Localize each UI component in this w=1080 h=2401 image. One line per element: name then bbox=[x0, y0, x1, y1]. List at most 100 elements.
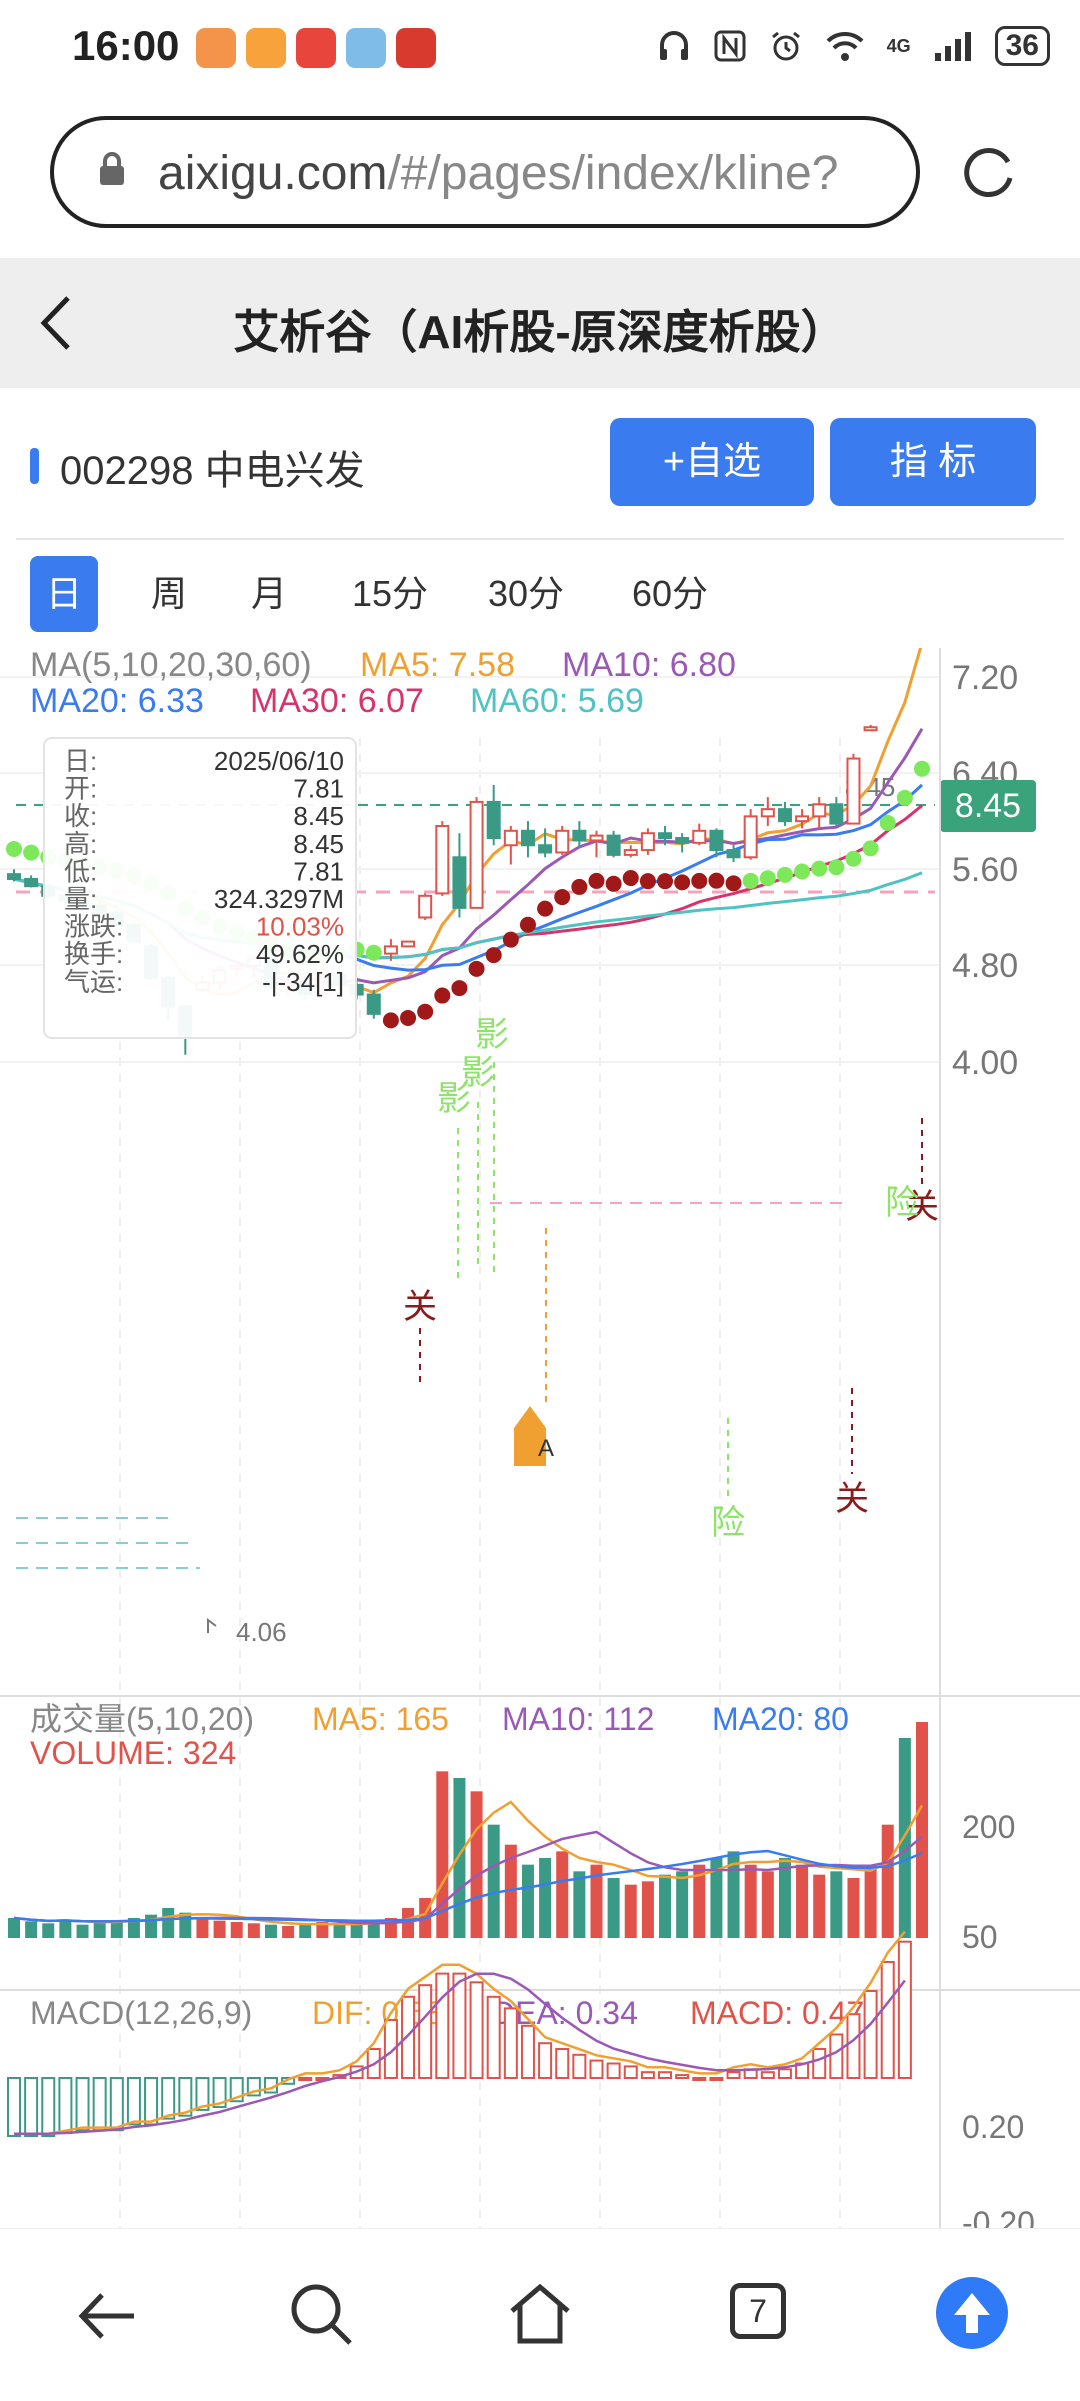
candle-body bbox=[555, 829, 570, 854]
candle-body bbox=[486, 800, 501, 840]
macd-bar bbox=[161, 2077, 176, 2120]
macd-dea-line bbox=[14, 1972, 906, 2135]
ma5-legend: MA5: 7.58 bbox=[360, 648, 515, 684]
price-tick: 7.20 bbox=[952, 659, 1018, 697]
signal-dot bbox=[742, 872, 759, 889]
headphones-icon bbox=[659, 31, 688, 60]
signal-dot bbox=[417, 1003, 434, 1020]
reload-icon[interactable] bbox=[958, 142, 1020, 204]
macd-bar bbox=[58, 2077, 73, 2135]
add-watchlist-button[interactable]: +自选 bbox=[610, 418, 814, 506]
ma30-legend: MA30: 6.07 bbox=[250, 682, 424, 720]
candle-body bbox=[760, 808, 775, 818]
tooltip-key: 日: bbox=[64, 746, 97, 776]
page-header: 艾析谷（AI析股-原深度析股） bbox=[0, 258, 1080, 388]
arrow-up-icon bbox=[954, 2293, 990, 2333]
candle-body bbox=[435, 824, 450, 895]
macd-bar bbox=[401, 1995, 416, 2080]
address-bar[interactable]: aixigu.com/#/pages/index/kline? bbox=[50, 116, 920, 228]
macd-bar bbox=[709, 2077, 724, 2081]
volume-bar bbox=[162, 1908, 175, 1938]
scroll-top-button[interactable] bbox=[936, 2277, 1008, 2349]
volume-bar bbox=[350, 1924, 363, 1938]
volume-bar bbox=[367, 1921, 380, 1938]
volume-bar bbox=[470, 1791, 483, 1938]
battery-indicator: 36 bbox=[994, 26, 1050, 66]
signal-dot bbox=[657, 873, 674, 890]
volume-bar bbox=[778, 1858, 791, 1938]
candle-body bbox=[675, 837, 690, 844]
volume-bar bbox=[624, 1884, 637, 1938]
tab-30min[interactable]: 30分 bbox=[487, 573, 565, 614]
tooltip-key: 涨跌: bbox=[64, 912, 123, 942]
signal-dot bbox=[23, 844, 40, 861]
volume-ma20-line bbox=[13, 1849, 923, 1923]
tab-15min[interactable]: 15分 bbox=[351, 573, 429, 614]
tab-month[interactable]: 月 bbox=[250, 573, 287, 614]
volume-bar bbox=[25, 1921, 38, 1938]
signal-dot bbox=[914, 760, 930, 777]
volume-bars bbox=[8, 1722, 928, 1938]
browser-nav-bar: 7 bbox=[0, 2228, 1080, 2401]
volume-bar bbox=[744, 1864, 757, 1938]
macd-bar bbox=[178, 2077, 193, 2117]
signal-dot bbox=[725, 875, 742, 892]
macd-bar bbox=[846, 2013, 861, 2079]
home-icon[interactable] bbox=[504, 2277, 576, 2349]
macd-bar bbox=[469, 1981, 484, 2080]
volume-bar bbox=[881, 1824, 894, 1938]
marker-a-label: A bbox=[538, 1435, 554, 1462]
candle-body bbox=[589, 834, 604, 842]
volume-bar bbox=[76, 1924, 89, 1938]
macd-bar bbox=[777, 2068, 792, 2080]
url-text: aixigu.com/#/pages/index/kline? bbox=[158, 146, 898, 201]
volume-bar bbox=[453, 1778, 466, 1938]
guan-annotation-1: 关 bbox=[403, 1288, 437, 1326]
volume-bar bbox=[110, 1920, 123, 1938]
ma10-legend: MA10: 6.80 bbox=[562, 648, 736, 684]
back-icon[interactable] bbox=[36, 288, 76, 358]
ma-legend-title: MA(5,10,20,30,60) bbox=[30, 648, 312, 684]
volume-bar bbox=[196, 1918, 209, 1938]
volume-bar bbox=[8, 1918, 20, 1938]
macd-bar bbox=[383, 2019, 398, 2079]
macd-tick-pos: 0.20 bbox=[962, 2109, 1024, 2145]
signal-dot bbox=[845, 850, 862, 867]
weather-app-icon bbox=[346, 28, 386, 68]
signal-dot bbox=[896, 789, 913, 806]
candle-body bbox=[469, 800, 484, 909]
macd-bar bbox=[692, 2077, 707, 2081]
kline-chart[interactable]: MA(5,10,20,30,60) MA5: 7.58 MA10: 6.80 M… bbox=[0, 648, 1080, 2228]
tabs-count-icon[interactable]: 7 bbox=[730, 2283, 786, 2339]
volume-bar bbox=[521, 1864, 534, 1938]
macd-tick-neg: -0.20 bbox=[962, 2205, 1035, 2228]
marker-a bbox=[514, 1406, 546, 1466]
guan-annotation-3: 关 bbox=[905, 1188, 939, 1226]
price-tick: 5.60 bbox=[952, 851, 1018, 889]
search-icon[interactable] bbox=[286, 2279, 358, 2351]
signal-dot bbox=[708, 872, 725, 889]
tooltip-key: 量: bbox=[64, 884, 97, 914]
candle-body bbox=[452, 856, 467, 909]
volume-bar bbox=[539, 1858, 552, 1938]
signal-dot bbox=[639, 873, 656, 890]
back-arrow-icon[interactable] bbox=[72, 2281, 142, 2351]
low-mark-label: 4.06 bbox=[236, 1617, 287, 1647]
status-time: 16:00 bbox=[72, 22, 180, 69]
tab-day[interactable]: 日 bbox=[30, 556, 98, 632]
candle-body bbox=[709, 829, 724, 852]
indicator-button[interactable]: 指 标 bbox=[830, 418, 1036, 506]
candle-body bbox=[777, 808, 792, 823]
tab-60min[interactable]: 60分 bbox=[631, 573, 709, 614]
tab-week[interactable]: 周 bbox=[150, 573, 187, 614]
ying-annotation-3: 影 bbox=[475, 1016, 509, 1054]
tooltip-value: 49.62% bbox=[256, 939, 344, 969]
volume-bar bbox=[590, 1864, 603, 1938]
volume-bar bbox=[659, 1874, 672, 1938]
macd-bar bbox=[75, 2077, 90, 2132]
xian-annotation-1: 险 bbox=[711, 1504, 745, 1542]
macd-bar bbox=[281, 2077, 296, 2085]
signal-dot bbox=[485, 947, 502, 964]
candle-body bbox=[812, 803, 827, 818]
volume-bar bbox=[127, 1918, 140, 1938]
